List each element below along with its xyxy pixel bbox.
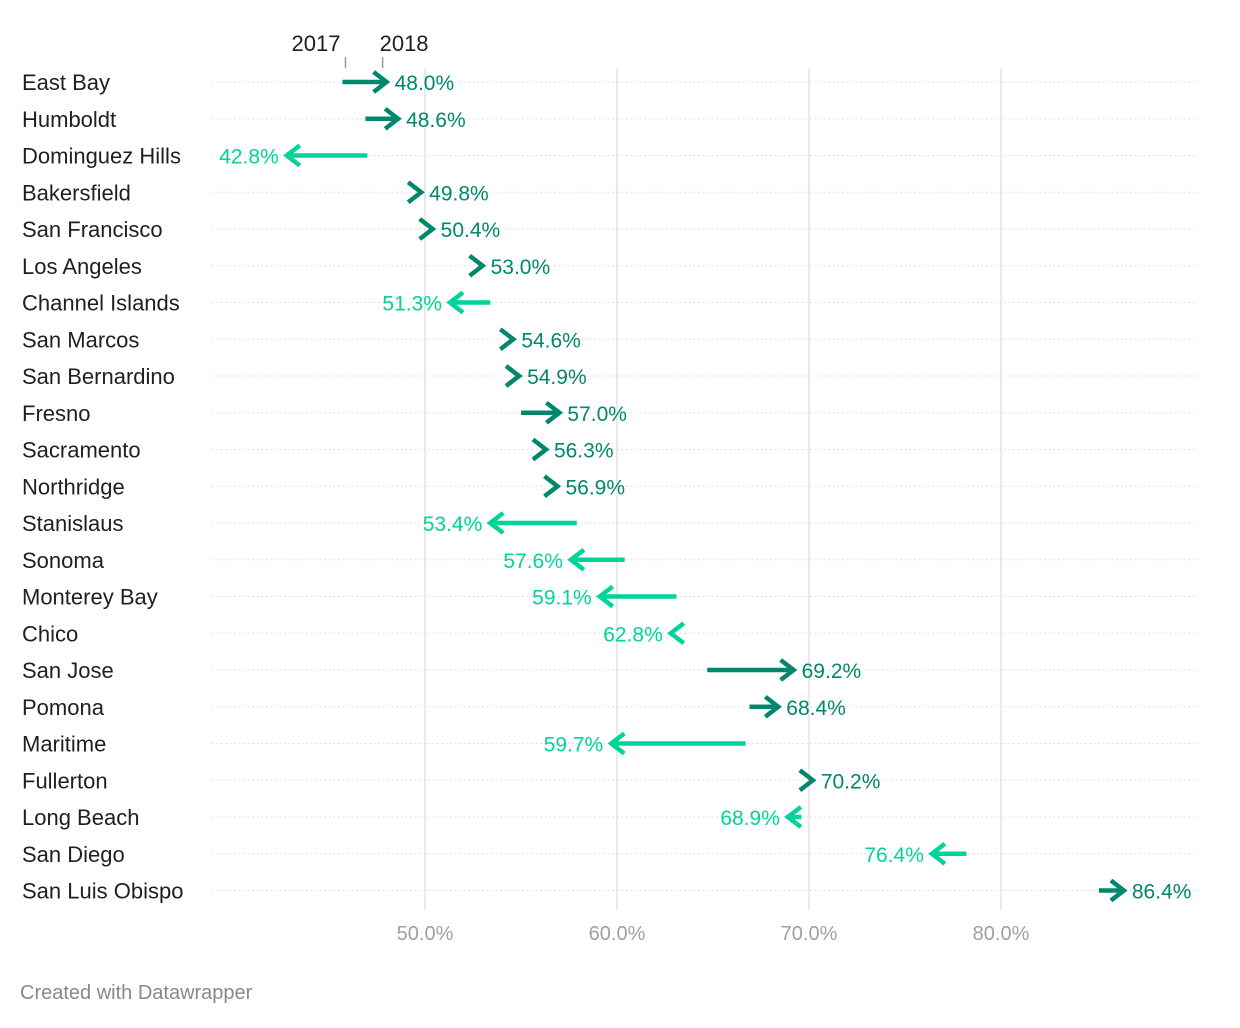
x-tick-label: 60.0% [589, 923, 646, 945]
value-label: 51.3% [382, 293, 442, 316]
value-label: 48.6% [406, 109, 466, 132]
category-label: Long Beach [22, 805, 139, 830]
arrow-head [567, 547, 586, 572]
arrow-head [784, 805, 803, 829]
arrow-head [486, 511, 505, 535]
value-label: 86.4% [1132, 881, 1192, 904]
value-label: 54.6% [521, 329, 581, 352]
category-label: Northridge [22, 474, 125, 499]
value-label: 56.3% [554, 440, 614, 463]
arrow-head [418, 217, 437, 241]
category-label: San Luis Obispo [22, 879, 183, 904]
value-label: 48.0% [395, 72, 455, 95]
value-label: 68.9% [720, 807, 780, 830]
arrow-head [283, 143, 302, 168]
value-label: 59.1% [532, 587, 592, 610]
value-label: 50.4% [441, 219, 501, 242]
value-label: 54.9% [527, 366, 587, 389]
category-label: Dominguez Hills [22, 144, 181, 169]
category-label: Bakersfield [22, 180, 131, 205]
category-label: East Bay [22, 70, 110, 95]
arrow-head [468, 253, 487, 278]
category-label: Sacramento [22, 438, 141, 463]
value-label: 76.4% [864, 844, 924, 867]
category-label: Los Angeles [22, 254, 142, 279]
arrow-head [928, 841, 947, 866]
value-label: 59.7% [544, 734, 604, 757]
arrow-head [667, 621, 686, 646]
arrow-head [531, 437, 550, 462]
arrow-head [798, 768, 817, 793]
category-label: San Francisco [22, 217, 163, 242]
legend-to-label: 2018 [380, 31, 429, 56]
footer-credit: Created with Datawrapper [20, 982, 253, 1004]
arrow-head [545, 400, 564, 425]
arrow-head [779, 658, 798, 682]
category-label: Monterey Bay [22, 585, 158, 610]
value-label: 69.2% [802, 660, 862, 683]
arrow-head [607, 731, 626, 756]
x-tick-label: 70.0% [781, 923, 838, 945]
value-label: 68.4% [786, 697, 846, 720]
category-label: San Jose [22, 658, 114, 683]
category-label: Stanislaus [22, 511, 124, 536]
value-label: 56.9% [565, 476, 625, 499]
arrow-head [504, 364, 523, 388]
arrow-chart: 50.0% 60.0% 70.0% 80.0% East Bay Humboldt Domi… [22, 31, 1198, 945]
category-label: Chico [22, 621, 78, 646]
arrow-head [446, 290, 465, 315]
value-label: 70.2% [821, 770, 881, 793]
value-label: 42.8% [219, 146, 279, 169]
legend-from-label: 2017 [291, 31, 340, 56]
value-label: 49.8% [429, 182, 489, 205]
value-label: 53.0% [491, 256, 551, 279]
value-label: 53.4% [423, 513, 483, 536]
x-tick-label: 50.0% [397, 923, 454, 945]
x-tick-label: 80.0% [973, 923, 1030, 945]
category-label: San Bernardino [22, 364, 175, 389]
arrow-head [498, 327, 518, 352]
value-label: 57.6% [503, 550, 563, 573]
arrow-head [383, 106, 402, 131]
arrow-head [763, 694, 782, 719]
value-label: 62.8% [603, 623, 663, 646]
arrow-head [596, 584, 615, 609]
category-label: Humboldt [22, 107, 116, 132]
category-label: Pomona [22, 695, 105, 720]
category-label: Fullerton [22, 768, 108, 793]
value-label: 57.0% [567, 403, 627, 426]
arrow-head [1109, 878, 1128, 903]
category-label: Sonoma [22, 548, 105, 573]
category-label: San Diego [22, 842, 125, 867]
category-label: San Marcos [22, 327, 139, 352]
category-label: Maritime [22, 732, 106, 757]
arrow-head [372, 70, 391, 94]
category-label: Fresno [22, 401, 90, 426]
arrow-head [543, 474, 562, 499]
category-label: Channel Islands [22, 291, 180, 316]
arrow-head [406, 180, 425, 205]
